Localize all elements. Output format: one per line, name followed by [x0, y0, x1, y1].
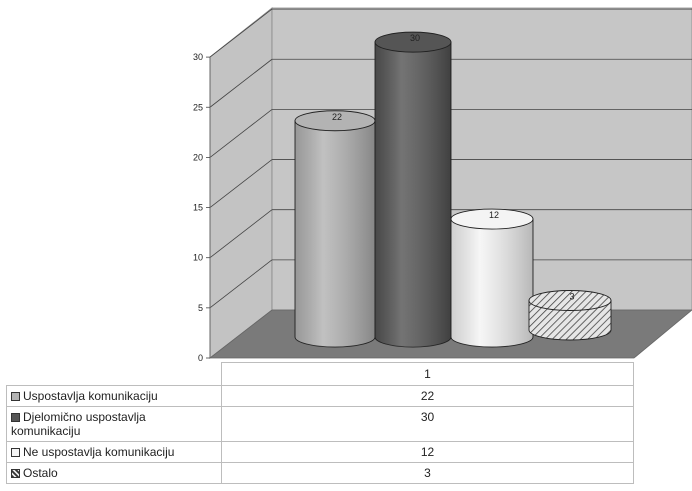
bar-body	[528, 300, 612, 341]
side-gridline	[209, 8, 273, 58]
data-table-value: 3	[221, 462, 634, 484]
data-table-category: 1	[221, 362, 634, 386]
bar-shading	[375, 42, 451, 347]
bar-4	[528, 290, 612, 341]
legend-entry: Ne uspostavlja komunikaciju	[6, 441, 222, 463]
legend-entry: Uspostavlja komunikaciju	[6, 385, 222, 407]
bar-top	[528, 290, 612, 311]
bar-3	[450, 208, 534, 348]
y-tick-label: 30	[193, 52, 203, 62]
bars	[294, 31, 612, 348]
data-label: 12	[489, 210, 499, 220]
bar-shading	[295, 120, 375, 347]
bar-top	[450, 208, 534, 230]
side-wall	[209, 7, 273, 359]
legend-label: Djelomično uspostavlja komunikaciju	[11, 410, 146, 438]
bar-shading	[451, 219, 533, 347]
legend-swatch	[11, 469, 20, 478]
data-table-row: Djelomično uspostavlja komunikaciju 30	[6, 406, 634, 442]
y-tick-label: 10	[193, 253, 203, 263]
legend-label: Uspostavlja komunikaciju	[23, 389, 158, 403]
legend-swatch	[11, 448, 20, 457]
y-ticks: 0 5 10 15 20 25 30	[193, 52, 210, 363]
data-table-row: Ostalo 3	[6, 462, 634, 484]
legend-swatch	[11, 413, 20, 422]
data-table-row: Ne uspostavlja komunikaciju 12	[6, 441, 634, 463]
legend-swatch	[11, 392, 20, 401]
data-label: 30	[410, 33, 420, 43]
y-tick-label: 15	[193, 203, 203, 213]
legend-entry: Ostalo	[6, 462, 222, 484]
y-tick-label: 20	[193, 152, 203, 162]
data-table-row: Uspostavlja komunikaciju 22	[6, 385, 634, 407]
y-tick-label: 5	[198, 303, 203, 313]
legend-entry: Djelomično uspostavlja komunikaciju	[6, 406, 222, 442]
data-table-corner	[7, 363, 222, 386]
data-labels: 22 30 12 3	[332, 33, 575, 301]
bar-top	[374, 31, 452, 53]
side-gridline	[209, 58, 273, 108]
y-tick-label: 0	[198, 353, 203, 363]
data-table-value: 22	[221, 385, 634, 407]
legend-label: Ostalo	[23, 466, 58, 480]
data-table-header-row: 1	[7, 362, 634, 386]
side-gridline	[209, 209, 273, 259]
side-gridline	[209, 109, 273, 158]
data-label: 3	[569, 292, 574, 302]
side-gridline	[209, 159, 273, 208]
data-label: 22	[332, 112, 342, 122]
bar-2	[374, 31, 452, 348]
data-table-value: 12	[221, 441, 634, 463]
legend-label: Ne uspostavlja komunikaciju	[23, 445, 175, 459]
bar-1	[294, 110, 376, 348]
data-table: 1 Uspostavlja komunikaciju 22 Djelomično u…	[6, 362, 634, 484]
y-tick-label: 25	[193, 102, 203, 112]
data-table-value: 30	[221, 406, 634, 442]
side-gridline	[209, 259, 273, 309]
